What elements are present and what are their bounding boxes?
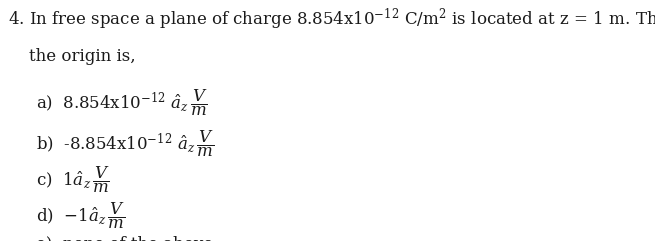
Text: b)  -8.854x10$^{-12}$ $\hat{a}_z\,\dfrac{V}{m}$: b) -8.854x10$^{-12}$ $\hat{a}_z\,\dfrac{… [36, 129, 214, 159]
Text: c)  $1\hat{a}_z\,\dfrac{V}{m}$: c) $1\hat{a}_z\,\dfrac{V}{m}$ [36, 165, 110, 195]
Text: e)  none of the above: e) none of the above [36, 235, 213, 241]
Text: a)  8.854x10$^{-12}$ $\hat{a}_z\,\dfrac{V}{m}$: a) 8.854x10$^{-12}$ $\hat{a}_z\,\dfrac{V… [36, 88, 208, 118]
Text: the origin is,: the origin is, [8, 48, 136, 65]
Text: d)  $-1\hat{a}_z\,\dfrac{V}{m}$: d) $-1\hat{a}_z\,\dfrac{V}{m}$ [36, 201, 125, 231]
Text: 4. In free space a plane of charge 8.854x10$^{-12}$ C/m$^{2}$ is located at z = : 4. In free space a plane of charge 8.854… [8, 7, 655, 33]
